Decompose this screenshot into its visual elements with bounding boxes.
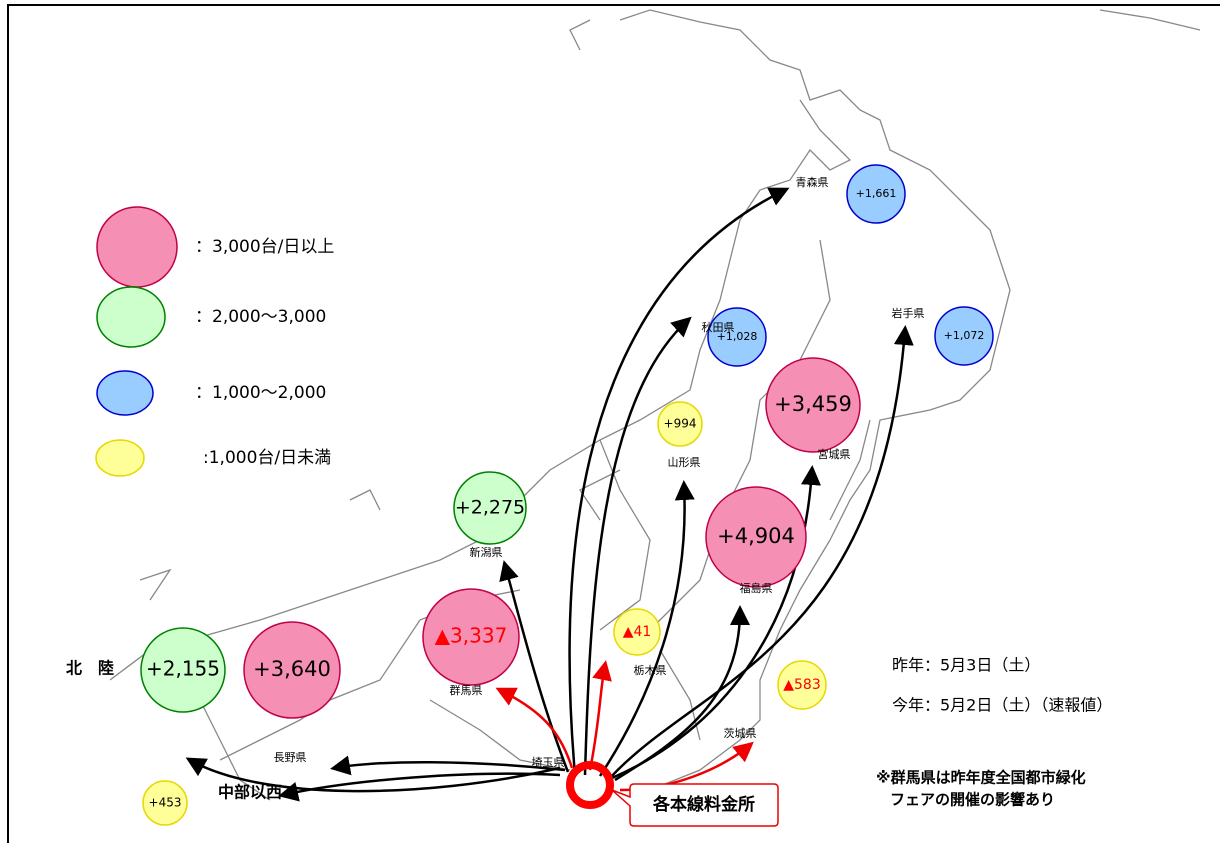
origin-marker — [566, 761, 614, 809]
region-bubble — [705, 486, 807, 588]
region-bubble — [707, 307, 767, 367]
region-value: +3,459 — [774, 392, 852, 416]
region-value: +1,661 — [856, 187, 897, 200]
region-value: +453 — [149, 796, 182, 810]
prefecture-label: 埼玉県 — [532, 755, 565, 769]
region-name: 宮城県 — [818, 447, 851, 461]
region-bubble — [142, 780, 188, 826]
legend-swatch — [96, 206, 178, 288]
region-name: 山形県 — [668, 456, 701, 469]
region-value: +4,904 — [717, 524, 795, 548]
region-value: ▲41 — [623, 624, 652, 640]
region-value: +3,640 — [253, 657, 331, 681]
region-name: 福島県 — [740, 581, 773, 595]
legend-label: :1,000台/日未満 — [203, 448, 331, 468]
arrows — [185, 187, 914, 802]
region-name: 岩手県 — [892, 306, 925, 320]
region-name: 中部以西 — [218, 783, 282, 802]
region-value: +1,072 — [944, 329, 985, 342]
region-value: +1,028 — [717, 330, 758, 343]
region-name: 北 陸 — [66, 659, 114, 678]
region-name: 秋田県 — [702, 320, 735, 334]
origin-label: 各本線料金所 — [652, 794, 755, 815]
region-name: 長野県 — [274, 751, 307, 764]
region-value: ▲583 — [783, 677, 821, 693]
note-line: ※群馬県は昨年度全国都市緑化 — [876, 769, 1086, 787]
region-bubble — [453, 471, 527, 545]
region-value: +2,275 — [455, 497, 525, 519]
region-name: 茨城県 — [724, 726, 757, 740]
region-name: 栃木県 — [634, 663, 667, 677]
region-bubble — [613, 608, 661, 656]
frame — [7, 4, 1220, 843]
region-bubble — [846, 164, 906, 224]
region-name: 群馬県 — [450, 683, 483, 697]
region-name: 青森県 — [796, 175, 829, 189]
callout-box — [611, 783, 779, 827]
legend-swatch — [95, 439, 145, 477]
region-value: +2,155 — [146, 657, 220, 681]
region-bubble — [765, 357, 861, 453]
region-value: ▲3,337 — [435, 624, 508, 648]
legend-label: ：3,000台/日以上 — [195, 237, 334, 257]
date-line: 昨年：5月3日（土） — [892, 656, 1040, 675]
note-line: フェアの開催の影響あり — [890, 791, 1055, 809]
region-bubble — [934, 306, 994, 366]
legend-label: ：1,000～2,000 — [195, 383, 326, 403]
legend-swatch — [96, 370, 154, 416]
legend-label: ：2,000～3,000 — [195, 307, 326, 327]
region-bubble — [140, 627, 226, 713]
legend-swatch — [96, 286, 166, 348]
region-bubble — [243, 621, 341, 719]
region-bubble — [657, 401, 703, 447]
map-outline — [109, 9, 1201, 801]
region-value: +994 — [664, 417, 697, 431]
region-bubble — [422, 588, 520, 686]
region-bubble — [777, 660, 827, 710]
date-line: 今年：5月2日（土）（速報値） — [892, 696, 1112, 715]
region-name: 新潟県 — [470, 545, 503, 559]
